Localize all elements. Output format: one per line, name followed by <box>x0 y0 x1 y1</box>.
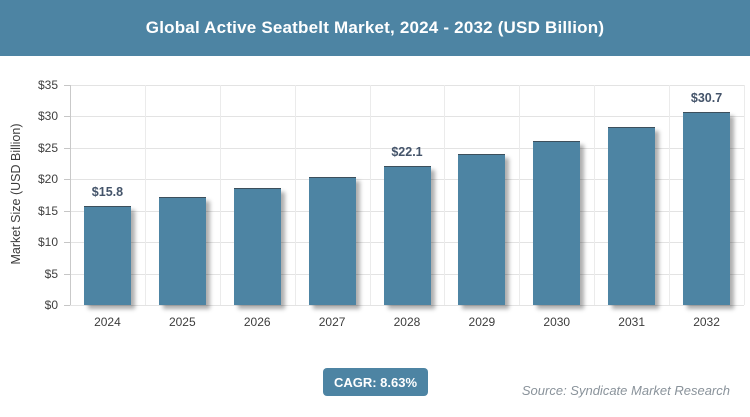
bar-value-label-2032: $30.7 <box>690 91 723 106</box>
y-tick-mark <box>64 116 70 118</box>
bar-2030 <box>533 140 581 305</box>
x-tick-label-2031: 2031 <box>618 315 645 329</box>
x-tick-label-2024: 2024 <box>94 315 121 329</box>
h-gridline <box>70 305 744 306</box>
y-tick-label: $15 <box>37 203 58 218</box>
bar-2024 <box>83 205 131 305</box>
bar-value-label-2028: $22.1 <box>391 145 423 160</box>
chart-title-bar: Global Active Seatbelt Market, 2024 - 20… <box>0 0 750 56</box>
y-tick-mark <box>64 210 70 212</box>
y-tick-mark <box>64 179 70 181</box>
y-tick-label: $30 <box>37 109 58 124</box>
bar-2029 <box>458 154 506 305</box>
y-tick-label: $5 <box>44 266 58 281</box>
y-tick-label: $10 <box>37 235 58 250</box>
v-gridline <box>519 85 521 305</box>
x-tick-label-2030: 2030 <box>543 315 571 329</box>
y-tick-label: $20 <box>37 172 58 187</box>
y-tick-label: $35 <box>37 78 58 92</box>
x-tick-label-2028: 2028 <box>393 315 421 329</box>
x-tick-label-2029: 2029 <box>468 315 496 329</box>
cagr-badge: CAGR: 8.63% <box>323 368 428 396</box>
h-gridline <box>70 116 744 118</box>
y-tick-mark <box>64 85 70 86</box>
y-tick-mark <box>64 273 70 275</box>
h-gridline <box>70 147 744 149</box>
v-gridline <box>594 85 596 305</box>
h-gridline <box>70 85 744 86</box>
bar-2025 <box>158 196 206 305</box>
bar-2031 <box>608 127 656 305</box>
source-credit: Source: Syndicate Market Research <box>521 383 730 398</box>
x-tick-label-2026: 2026 <box>243 315 271 329</box>
y-tick-label: $25 <box>37 140 58 155</box>
y-tick-label: $0 <box>44 298 58 312</box>
bar-2026 <box>233 188 281 305</box>
y-axis-line <box>70 85 71 305</box>
bar-2027 <box>308 177 356 305</box>
v-gridline <box>444 85 446 305</box>
x-tick-label-2025: 2025 <box>168 315 196 329</box>
v-gridline <box>744 85 745 305</box>
v-gridline <box>294 85 296 305</box>
bar-2032 <box>683 112 731 305</box>
bar-value-label-2024: $15.8 <box>91 184 124 199</box>
v-gridline <box>144 85 146 305</box>
x-tick-label-2027: 2027 <box>318 315 346 329</box>
bar-2028 <box>383 166 431 305</box>
y-tick-mark <box>64 305 70 306</box>
y-tick-mark <box>64 147 70 149</box>
chart-title: Global Active Seatbelt Market, 2024 - 20… <box>145 18 605 37</box>
v-gridline <box>669 85 671 305</box>
x-tick-label-2032: 2032 <box>693 315 720 329</box>
v-gridline <box>369 85 371 305</box>
y-tick-mark <box>64 242 70 244</box>
v-gridline <box>219 85 221 305</box>
